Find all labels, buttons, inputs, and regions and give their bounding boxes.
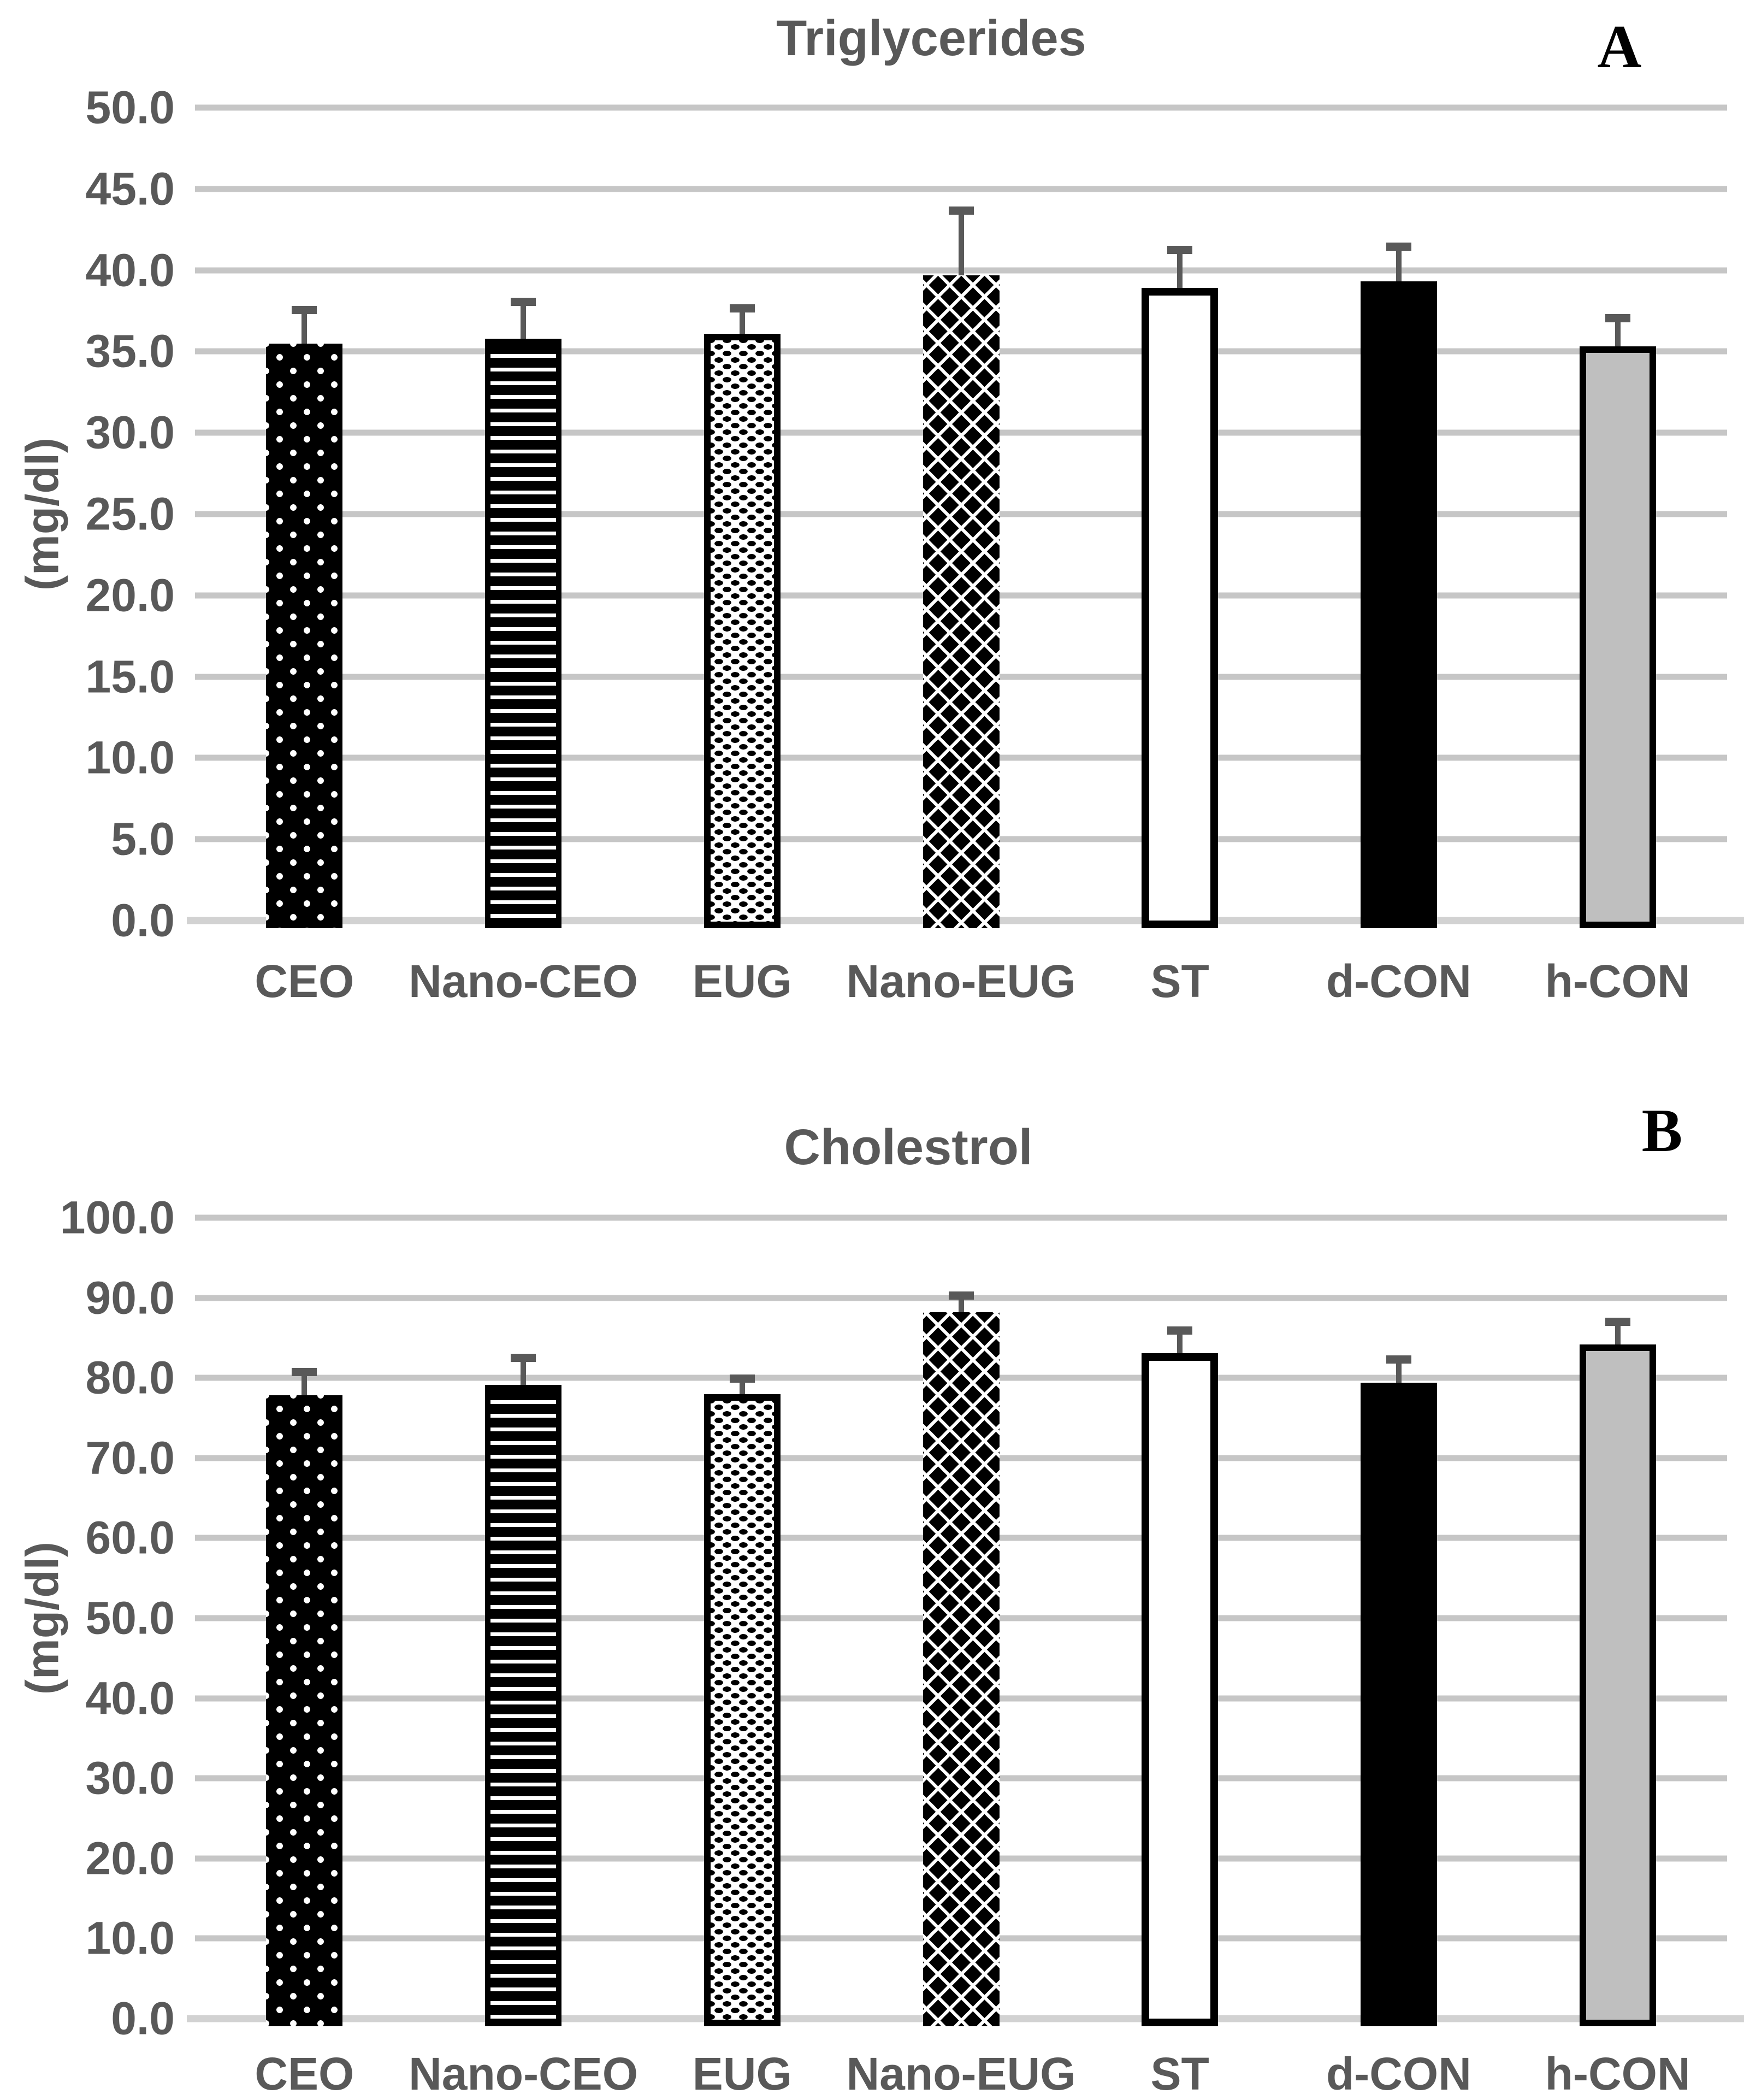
bar-eug [703, 333, 781, 928]
y-tick-label: 60.0 [85, 1512, 175, 1564]
bar-ceo [266, 343, 343, 928]
y-tick-label: 50.0 [85, 1592, 175, 1644]
y-tick-label: 0.0 [111, 1992, 175, 2044]
bar-d-con [1360, 281, 1437, 928]
y-tick-label: 25.0 [85, 488, 175, 540]
x-category-label-nano-ceo: Nano-CEO [409, 955, 639, 1007]
error-bar-line-ceo [301, 1376, 308, 1396]
y-tick-label: 15.0 [85, 651, 175, 703]
y-tick-label: 20.0 [85, 1832, 175, 1884]
error-bar-cap-eug [729, 304, 755, 312]
gridline [195, 104, 1727, 111]
bar-ceo [266, 1395, 343, 2026]
error-bar-line-eug [739, 312, 745, 334]
bar-eug [703, 1394, 781, 2026]
y-tick-label: 35.0 [85, 325, 175, 377]
error-bar-cap-h-con [1605, 1317, 1630, 1326]
x-category-label-st: ST [1150, 2048, 1209, 2099]
y-tick-label: 40.0 [85, 1672, 175, 1724]
bar-st [1142, 288, 1219, 928]
error-bar-cap-nano-ceo [511, 1353, 536, 1362]
error-bar-cap-nano-eug [948, 1291, 974, 1300]
x-category-label-eug: EUG [692, 955, 792, 1007]
error-bar-line-d-con [1396, 250, 1402, 282]
y-tick-label: 40.0 [85, 244, 175, 296]
x-category-label-st: ST [1150, 955, 1209, 1007]
error-bar-line-h-con [1615, 1325, 1621, 1344]
y-tick-label: 50.0 [85, 81, 175, 133]
gridline [195, 186, 1727, 192]
error-bar-cap-eug [729, 1375, 755, 1383]
y-tick-label: 45.0 [85, 163, 175, 215]
x-category-label-d-con: d-CON [1326, 2048, 1471, 2099]
error-bar-line-d-con [1396, 1363, 1402, 1383]
y-tick-label: 90.0 [85, 1272, 175, 1324]
y-tick-label: 30.0 [85, 1752, 175, 1804]
x-category-label-nano-eug: Nano-EUG [846, 955, 1076, 1007]
x-category-label-nano-eug: Nano-EUG [846, 2048, 1076, 2099]
chart-title-triglycerides: Triglycerides [776, 10, 1086, 66]
error-bar-cap-h-con [1605, 314, 1630, 322]
error-bar-line-nano-eug [958, 215, 964, 275]
error-bar-cap-ceo [292, 305, 317, 314]
error-bar-line-ceo [301, 314, 308, 344]
x-category-label-h-con: h-CON [1545, 2048, 1690, 2099]
x-category-label-nano-ceo: Nano-CEO [409, 2048, 639, 2099]
y-tick-label: 0.0 [111, 894, 175, 946]
error-bar-line-nano-ceo [521, 306, 527, 339]
x-category-label-d-con: d-CON [1326, 955, 1471, 1007]
y-tick-label: 5.0 [111, 813, 175, 865]
y-tick-label: 70.0 [85, 1432, 175, 1484]
x-category-label-ceo: CEO [255, 2048, 354, 2099]
error-bar-cap-st [1167, 245, 1193, 254]
chart-title-cholestrol: Cholestrol [784, 1119, 1033, 1175]
y-tick-label: 80.0 [85, 1352, 175, 1403]
y-tick-label: 10.0 [85, 1912, 175, 1964]
bar-h-con [1579, 1344, 1656, 2026]
bar-nano-ceo [485, 338, 562, 928]
error-bar-cap-ceo [292, 1368, 317, 1377]
y-tick-label: 30.0 [85, 406, 175, 458]
error-bar-cap-d-con [1386, 1355, 1411, 1364]
x-category-label-h-con: h-CON [1545, 955, 1690, 1007]
error-bar-line-nano-ceo [521, 1361, 527, 1385]
error-bar-line-st [1177, 253, 1183, 288]
error-bar-cap-nano-ceo [511, 298, 536, 306]
bar-nano-eug [923, 1312, 1000, 2026]
panel-letter-a: A [1597, 13, 1642, 81]
error-bar-line-eug [739, 1383, 745, 1394]
x-category-label-ceo: CEO [255, 955, 354, 1007]
y-tick-label: 20.0 [85, 569, 175, 621]
y-tick-label: 100.0 [60, 1191, 175, 1243]
bar-nano-eug [923, 275, 1000, 928]
bar-st [1142, 1353, 1219, 2026]
error-bar-line-nano-eug [958, 1299, 964, 1312]
panel-letter-b: B [1641, 1097, 1683, 1165]
error-bar-line-h-con [1615, 322, 1621, 347]
gridline [195, 1214, 1727, 1221]
bar-h-con [1579, 346, 1656, 928]
error-bar-line-st [1177, 1335, 1183, 1353]
x-category-label-eug: EUG [692, 2048, 792, 2099]
bar-d-con [1360, 1383, 1437, 2026]
plot-area-cholestrol [187, 1214, 1744, 2026]
error-bar-cap-d-con [1386, 242, 1411, 251]
error-bar-cap-st [1167, 1326, 1193, 1335]
bar-nano-ceo [485, 1385, 562, 2026]
y-tick-label: 10.0 [85, 732, 175, 783]
error-bar-cap-nano-eug [948, 207, 974, 215]
plot-area-triglycerides [187, 104, 1744, 928]
